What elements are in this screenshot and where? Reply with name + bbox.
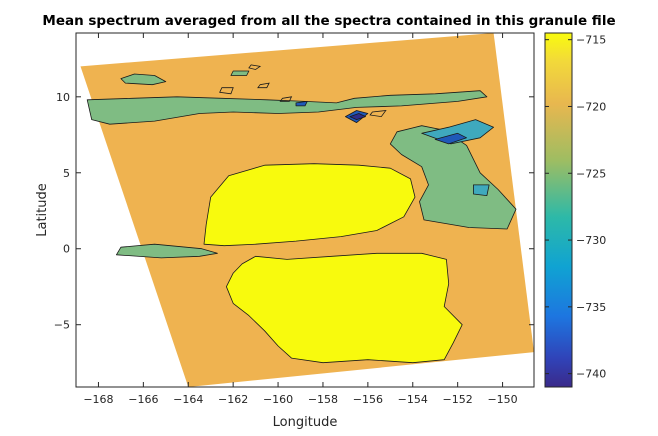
darkest-patch-center xyxy=(349,113,367,120)
cool-band-north xyxy=(86,90,488,125)
cool-patch-east xyxy=(389,125,517,230)
x-axis-label: Longitude xyxy=(273,415,338,430)
colorbar-gradient xyxy=(544,32,573,388)
low-speck-east xyxy=(472,184,490,197)
y-axis: 10 5 0 −5 xyxy=(54,91,534,332)
colorbar-tick-label: −730 xyxy=(576,234,606,247)
warm-region-north xyxy=(203,163,416,247)
x-tick-label: −154 xyxy=(398,393,428,406)
contour-ring-north xyxy=(248,64,262,70)
contour-ring-center xyxy=(279,96,293,102)
contour-ring-mid xyxy=(257,82,270,89)
deep-speck-west xyxy=(295,101,308,107)
contour-rings xyxy=(219,64,387,118)
x-tick-label: −150 xyxy=(487,393,517,406)
contour-ring-west xyxy=(219,87,234,95)
plot-area xyxy=(75,32,535,388)
deep-patch-east xyxy=(434,132,468,145)
x-tick-label: −160 xyxy=(263,393,293,406)
contour-ring-east xyxy=(369,110,387,118)
y-tick-label: 10 xyxy=(56,91,70,104)
colorbar-tick-label: −725 xyxy=(576,167,606,180)
x-tick-label: −162 xyxy=(218,393,248,406)
x-tick-label: −158 xyxy=(308,393,338,406)
cool-band-equator xyxy=(116,243,218,259)
colorbar-tick-label: −720 xyxy=(576,100,606,113)
warm-region-south xyxy=(225,252,463,364)
cool-speck xyxy=(230,70,250,76)
chart-title: Mean spectrum averaged from all the spec… xyxy=(42,13,615,29)
colorbar: −715 −720 −725 −730 −735 −740 xyxy=(544,32,606,388)
colorbar-tick-label: −740 xyxy=(576,368,606,381)
contour-regions xyxy=(86,70,517,364)
x-tick-label: −166 xyxy=(128,393,158,406)
y-tick-label: −5 xyxy=(54,319,70,332)
y-axis-label: Latitude xyxy=(35,183,50,237)
colorbar-tick-label: −715 xyxy=(576,34,606,47)
colorbar-ticks: −715 −720 −725 −730 −735 −740 xyxy=(545,34,606,381)
plot-frame xyxy=(75,32,535,388)
y-tick-label: 5 xyxy=(63,167,70,180)
x-tick-label: −164 xyxy=(173,393,203,406)
x-tick-label: −168 xyxy=(83,393,113,406)
colorbar-tick-label: −735 xyxy=(576,301,606,314)
cool-bump-northwest xyxy=(120,73,167,86)
x-tick-label: −156 xyxy=(353,393,383,406)
y-tick-label: 0 xyxy=(63,243,70,256)
x-tick-label: −152 xyxy=(443,393,473,406)
x-axis: −168 −166 −164 −162 −160 −158 −156 −154 −152 −150 xyxy=(83,33,518,406)
